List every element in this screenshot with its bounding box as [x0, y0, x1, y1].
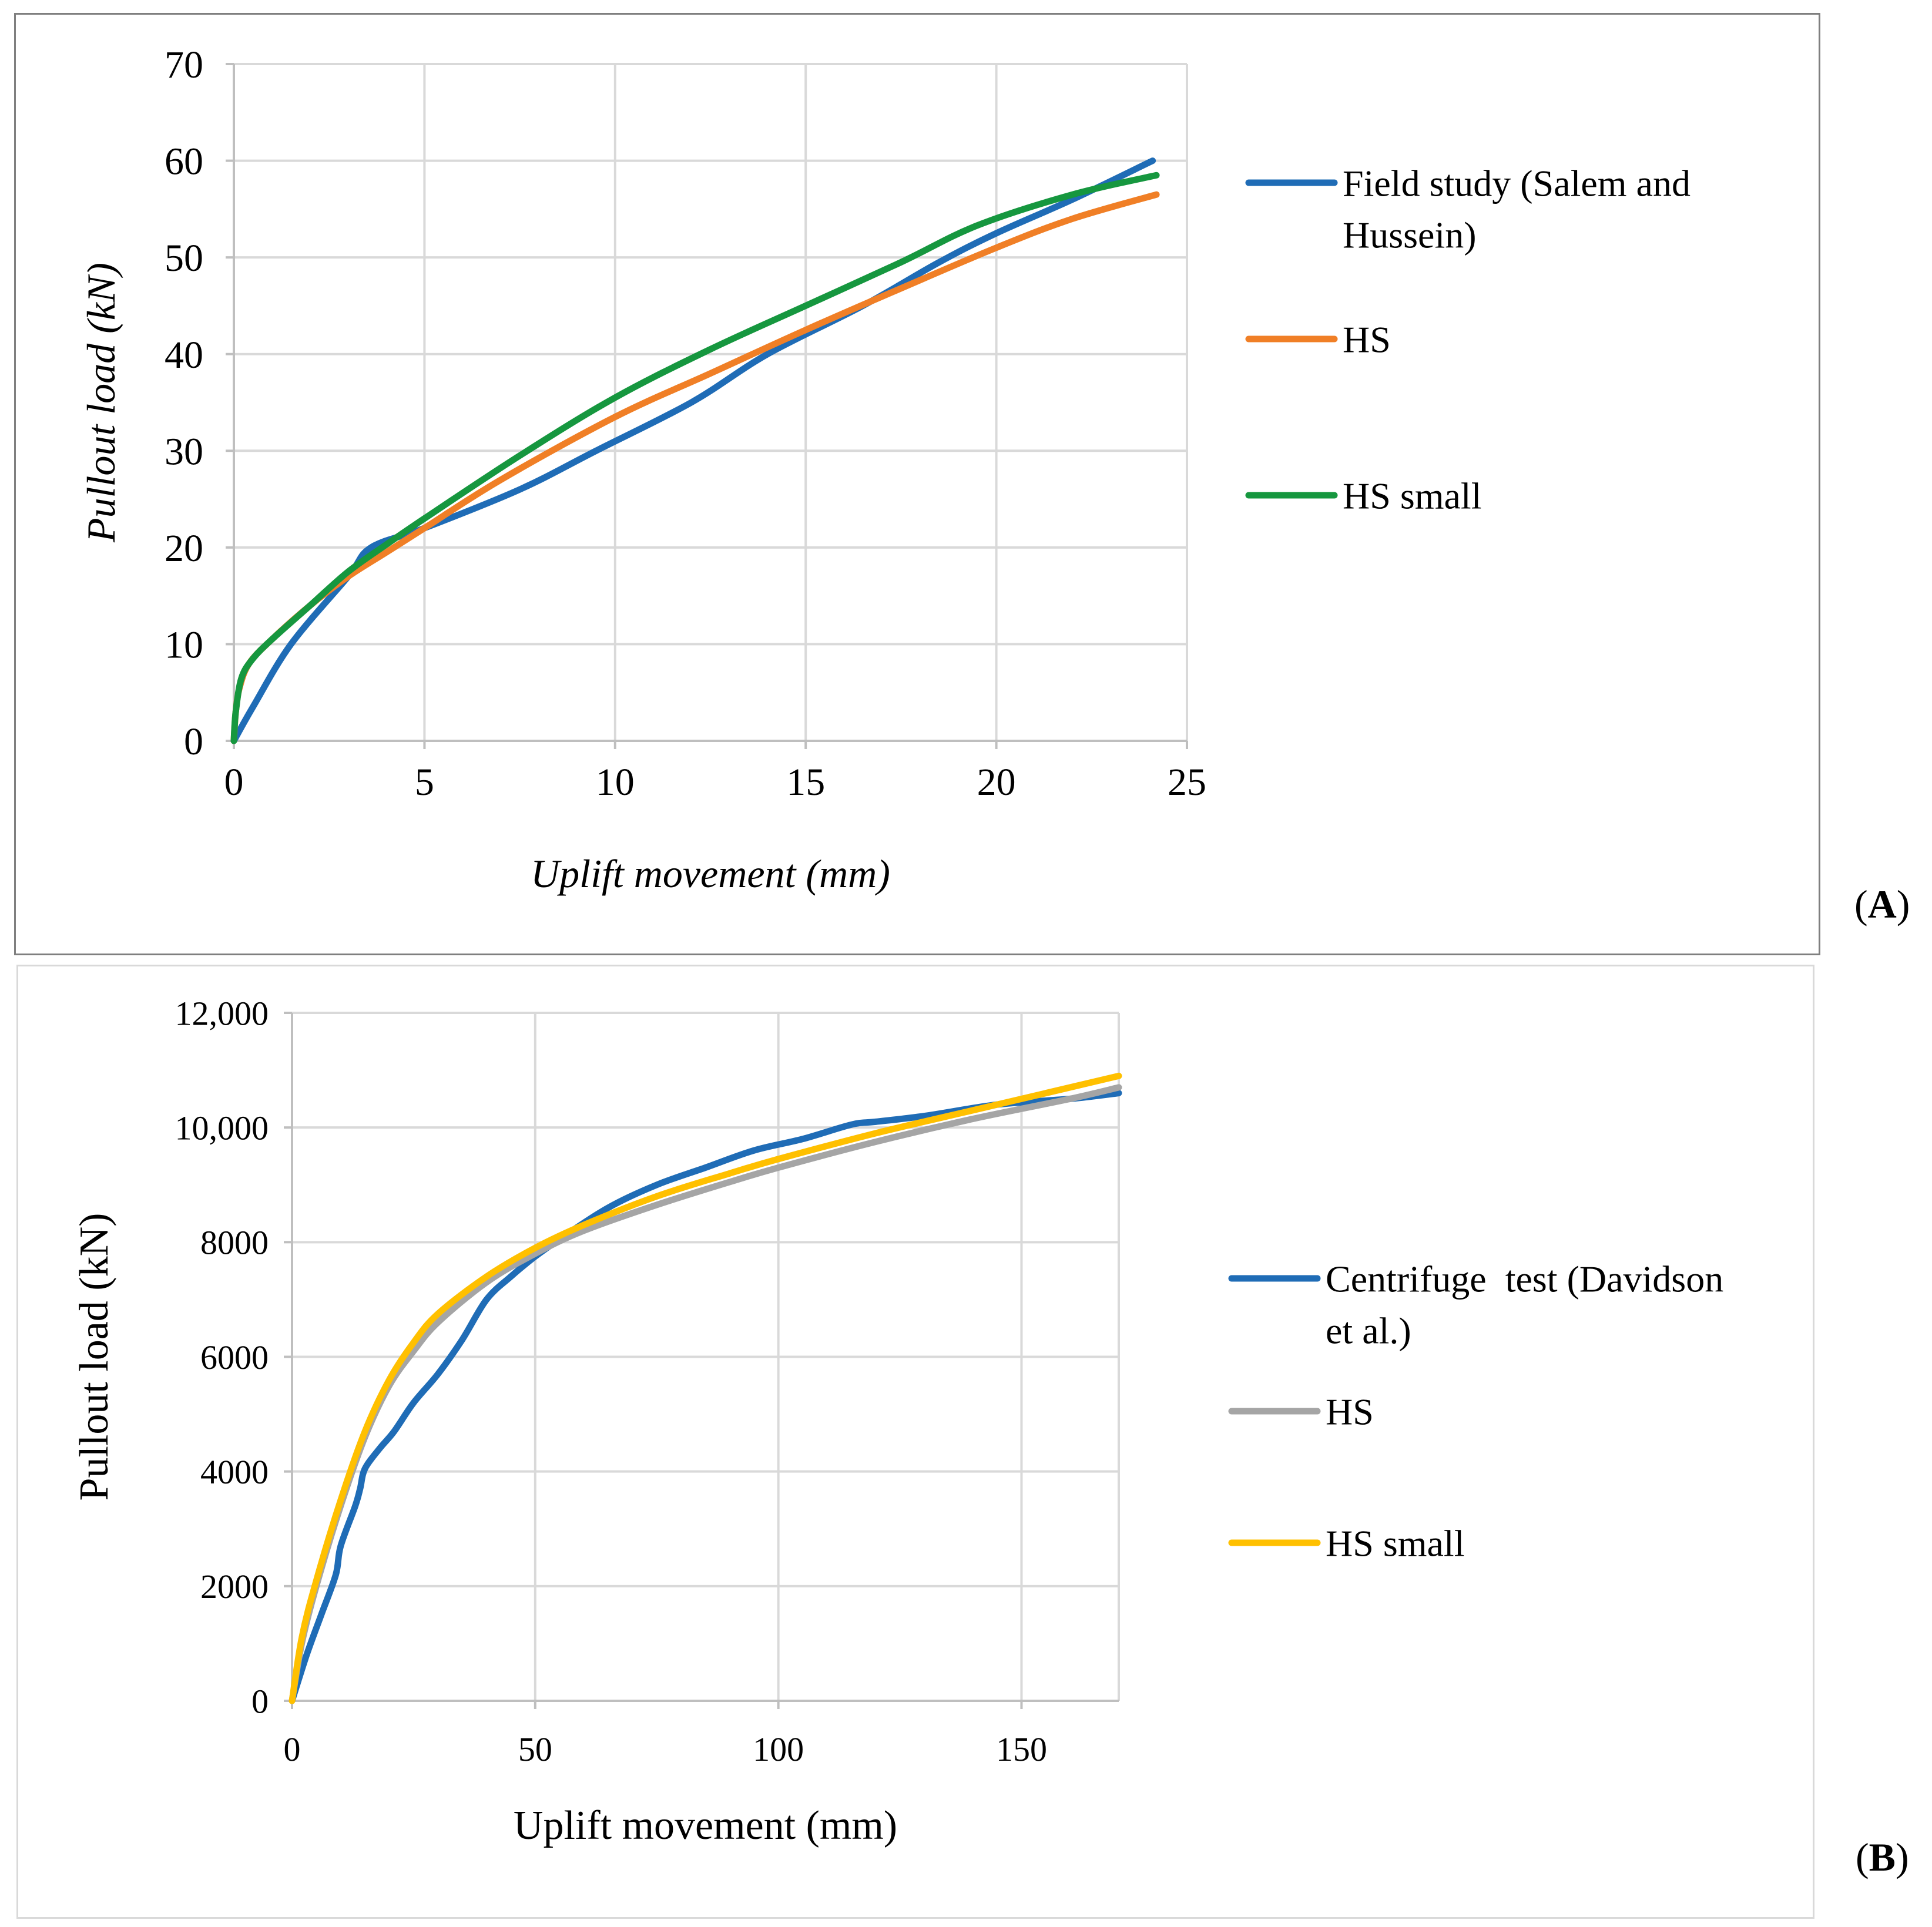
chart-b-x-axis-title: Uplift movement (mm) [514, 1803, 897, 1848]
chart-a-ytick-label-5: 50 [165, 237, 203, 280]
chart-b-ytick-label-5: 10,000 [175, 1109, 269, 1147]
chart-b-legend-label-0-1: et al.) [1326, 1310, 1411, 1351]
chart-b-ytick-label-3: 6000 [200, 1338, 269, 1377]
chart-a-xtick-label-3: 15 [786, 761, 825, 804]
chart-b-series-line-2 [289, 1072, 1122, 1704]
chart-a-legend-label-1-0: HS [1343, 318, 1391, 360]
panel-label-b: (B) [1856, 1835, 1909, 1879]
chart-b-legend-label-1-0: HS [1326, 1391, 1374, 1432]
chart-a-xtick-label-2: 10 [596, 761, 635, 804]
chart-b-xtick-label-1: 50 [518, 1730, 552, 1768]
chart-a-ytick-label-2: 20 [165, 527, 203, 570]
chart-b-series-line-0 [289, 1090, 1122, 1704]
chart-a-series-line-1 [230, 191, 1160, 744]
panel-label-a-text: A [1867, 882, 1897, 926]
chart-b-y-axis-title: Pullout load (kN) [72, 1213, 117, 1501]
chart-a-series-line-0 [230, 157, 1156, 744]
chart-a-ytick-label-0: 0 [184, 720, 203, 763]
chart-a-xtick-label-5: 25 [1168, 761, 1206, 804]
chart-b-legend-label-0-0: Centrifuge test (Davidson [1326, 1258, 1723, 1300]
chart-b-ytick-label-0: 0 [251, 1682, 269, 1720]
chart-panel-b: 0 50 100 150 0 2000 4000 6000 8000 10,000 12,000 Up… [16, 965, 1814, 1919]
panel-label-b-text: B [1869, 1835, 1896, 1879]
chart-a-x-axis-title: Uplift movement (mm) [531, 851, 890, 896]
chart-a-xtick-label-1: 5 [415, 761, 434, 804]
chart-a-svg: 0 5 10 15 20 25 0 10 20 30 40 50 60 70 Uplift movement… [79, 43, 1690, 896]
chart-b-ytick-label-4: 8000 [200, 1224, 269, 1262]
chart-a-ytick-label-4: 40 [165, 334, 203, 377]
chart-panel-a: 0 5 10 15 20 25 0 10 20 30 40 50 60 70 Uplift movement… [14, 13, 1820, 955]
chart-a-xtick-label-4: 20 [977, 761, 1016, 804]
chart-a-legend-label-2-0: HS small [1343, 475, 1481, 516]
chart-a-series-line-2 [230, 172, 1160, 744]
chart-a-y-axis-title: Pullout load (kN) [79, 263, 123, 543]
chart-a-ytick-label-6: 60 [165, 140, 203, 183]
chart-a-legend-label-0-0: Field study (Salem and [1343, 162, 1690, 204]
chart-b-ytick-label-6: 12,000 [175, 994, 269, 1032]
chart-b-xtick-label-2: 100 [753, 1730, 804, 1768]
chart-b-svg: 0 50 100 150 0 2000 4000 6000 8000 10,000 12,000 Up… [72, 994, 1723, 1848]
chart-a-ytick-label-7: 70 [165, 43, 203, 86]
chart-a-ytick-label-3: 30 [165, 430, 203, 473]
chart-b-ytick-label-1: 2000 [200, 1567, 269, 1606]
chart-b-xtick-label-3: 150 [996, 1730, 1047, 1768]
chart-b-legend-label-2-0: HS small [1326, 1522, 1464, 1564]
chart-a-legend-label-0-1: Hussein) [1343, 214, 1477, 256]
chart-b-ytick-label-2: 4000 [200, 1453, 269, 1491]
chart-b-xtick-label-0: 0 [284, 1730, 301, 1768]
chart-a-xtick-label-0: 0 [224, 761, 244, 804]
panel-label-a: (A) [1854, 882, 1910, 926]
chart-a-ytick-label-1: 10 [165, 624, 203, 667]
